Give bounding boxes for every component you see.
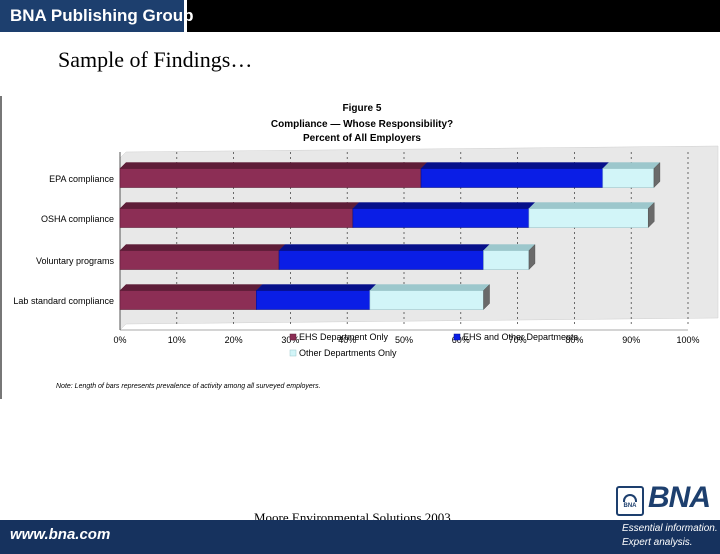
- bar-segment: [369, 284, 491, 310]
- bar-segment: [278, 244, 491, 270]
- bar-front: [352, 208, 530, 228]
- category-label: Lab standard compliance: [13, 296, 114, 306]
- bar-top: [420, 162, 610, 169]
- category-label: OSHA compliance: [41, 214, 114, 224]
- bar-segment: [352, 202, 536, 228]
- legend-swatch: [289, 333, 297, 341]
- legend-label: Other Departments Only: [299, 348, 397, 358]
- chart-note: Note: Length of bars represents prevalen…: [56, 383, 321, 390]
- x-tick-label: 20%: [225, 335, 243, 345]
- bar-segment: [255, 284, 377, 310]
- tagline-box: [614, 520, 720, 554]
- capitol-dome-icon: BNA: [616, 486, 644, 516]
- chart-subtitle-1: Compliance — Whose Responsibility?: [271, 119, 453, 130]
- bar-front: [602, 168, 655, 188]
- brand-name: BNA Publishing Group: [0, 0, 194, 32]
- bar-segment: [528, 202, 655, 228]
- bar-front: [119, 250, 280, 270]
- bar-front: [483, 250, 530, 270]
- x-tick-label: 50%: [395, 335, 413, 345]
- x-tick-label: 60%: [452, 335, 470, 345]
- tagline-line-1: Essential information.: [622, 523, 718, 534]
- bar-side: [648, 202, 655, 228]
- bar-top: [255, 284, 377, 291]
- bar-segment: [119, 162, 428, 188]
- dome-shape: [623, 494, 637, 502]
- bar-front: [256, 290, 371, 310]
- bottom-bar-band: [0, 520, 614, 554]
- tagline-line-2: Expert analysis.: [622, 537, 693, 548]
- emblem-text: BNA: [623, 503, 637, 509]
- chart-title: Figure 5: [343, 103, 382, 114]
- x-tick-label: 90%: [622, 335, 640, 345]
- bna-logo: BNA: [648, 481, 711, 514]
- bar-segment: [602, 162, 661, 188]
- bar-top: [369, 284, 491, 291]
- bar-top: [119, 162, 428, 169]
- x-tick-label: 10%: [168, 335, 186, 345]
- bar-top: [352, 202, 536, 209]
- legend-label: EHS Department Only: [299, 332, 389, 342]
- bar-top: [119, 284, 263, 291]
- figure-frame: [0, 96, 720, 399]
- slide-title: Sample of Findings…: [58, 47, 253, 72]
- x-tick-label: 100%: [676, 335, 699, 345]
- bar-segment: [119, 202, 360, 228]
- x-tick-label: 70%: [509, 335, 527, 345]
- x-tick-label: 80%: [565, 335, 583, 345]
- bar-top: [483, 244, 536, 251]
- brand-divider: [184, 0, 187, 32]
- bar-side: [483, 284, 490, 310]
- legend-swatch: [289, 349, 297, 357]
- bar-segment: [119, 244, 286, 270]
- category-label: EPA compliance: [49, 174, 114, 184]
- bar-top: [602, 162, 661, 169]
- bar-front: [369, 290, 484, 310]
- stacked-bar-chart: Figure 5 Compliance — Whose Responsibilit…: [13, 103, 719, 390]
- x-tick-label: 40%: [338, 335, 356, 345]
- category-label: Voluntary programs: [36, 256, 115, 266]
- bar-side: [653, 162, 661, 188]
- x-tick-label: 0%: [113, 335, 126, 345]
- bar-top: [528, 202, 655, 209]
- bar-top: [119, 244, 286, 251]
- bar-segment: [119, 284, 263, 310]
- bar-segment: [420, 162, 610, 188]
- bar-segment: [483, 244, 536, 270]
- website-link[interactable]: www.bna.com: [10, 526, 111, 543]
- chart-subtitle-2: Percent of All Employers: [303, 133, 421, 144]
- bar-front: [420, 168, 604, 188]
- bar-side: [528, 244, 536, 270]
- bar-front: [119, 208, 354, 228]
- bar-front: [119, 290, 257, 310]
- legend-swatch: [453, 333, 461, 341]
- bar-front: [528, 208, 649, 228]
- bar-top: [278, 244, 491, 251]
- bar-front: [119, 168, 422, 188]
- legend-label: EHS and Other Departments: [463, 332, 579, 342]
- bar-top: [119, 202, 360, 209]
- bar-front: [278, 250, 484, 270]
